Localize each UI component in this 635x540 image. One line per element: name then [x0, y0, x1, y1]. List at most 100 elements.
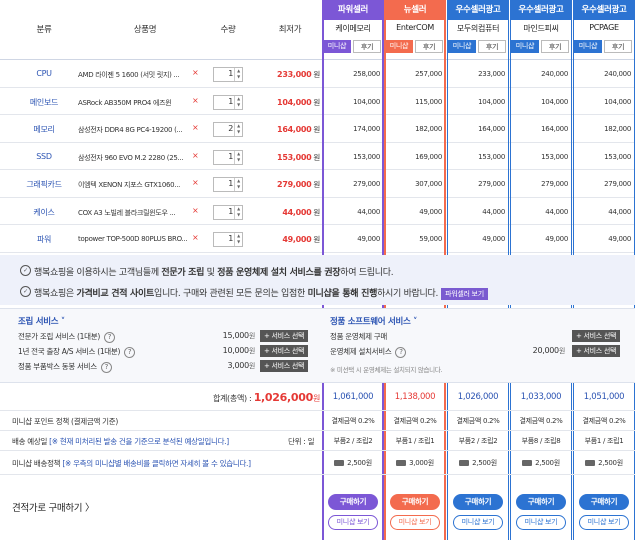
row-product-name[interactable]: topower TOP-500D 80PLUS BRO... — [78, 235, 188, 243]
stepper-arrows-icon[interactable]: ▲ ▼ — [234, 205, 242, 219]
quantity-stepper[interactable]: 1 ▲ ▼ — [213, 177, 243, 192]
vendor-name[interactable]: EnterCOM — [396, 23, 434, 32]
remove-x-icon[interactable]: × — [192, 178, 199, 187]
vendor-name[interactable]: 마인드피씨 — [523, 24, 559, 33]
vendor-price: 279,000 — [353, 180, 380, 188]
vendor-delivery: 부품2 / 조립2 — [458, 437, 498, 445]
vendor-name[interactable]: 케이메모리 — [335, 24, 371, 33]
mini-shop-view-button[interactable]: 미니샵 보기 — [516, 515, 566, 530]
quantity-stepper[interactable]: 1 ▲ ▼ — [213, 232, 243, 247]
quantity-value: 1 — [228, 96, 233, 106]
quantity-value: 1 — [228, 206, 233, 216]
quantity-stepper[interactable]: 1 ▲ ▼ — [213, 67, 243, 82]
vendor-name[interactable]: 모두의컴퓨터 — [456, 24, 500, 33]
vendor-shipping[interactable]: 2,500원 — [573, 458, 635, 468]
row-category: 그래픽카드 — [26, 180, 62, 189]
remove-x-icon[interactable]: × — [192, 95, 199, 105]
row-product-name[interactable]: AMD 라이젠 5 1600 (서밋 릿지) ... — [78, 71, 180, 79]
stepper-arrows-icon[interactable]: ▲ ▼ — [234, 233, 242, 246]
review-button[interactable]: 후기 — [478, 40, 506, 53]
stepper-arrows-icon[interactable]: ▲ ▼ — [234, 123, 242, 136]
mini-shop-button[interactable]: 미니샵 — [448, 40, 476, 53]
estimate-purchase-link[interactable]: 견적가로 구매하기 〉 — [12, 503, 95, 514]
vendor-shipping[interactable]: 2,500원 — [322, 458, 384, 468]
mini-shop-button[interactable]: 미니샵 — [574, 40, 602, 53]
vendor-price: 182,000 — [415, 125, 442, 133]
truck-icon — [459, 460, 470, 466]
vendor-tab[interactable]: 파워셀러 — [322, 0, 384, 20]
truck-icon — [522, 460, 533, 466]
row-product-name[interactable]: ASRock AB350M PRO4 에즈윈 — [78, 98, 172, 107]
delivery-label: 배송 예상일 [※ 현재 미처리된 발송 건을 기준으로 분석된 예상일입니다.… — [12, 436, 229, 447]
min-price-value: 49,000 — [282, 235, 312, 244]
vendor-shipping[interactable]: 2,500원 — [447, 458, 509, 468]
quantity-stepper[interactable]: 2 ▲ ▼ — [213, 122, 243, 137]
vendor-point: 결제금액 0.2% — [331, 417, 375, 425]
won-unit: 원 — [313, 207, 320, 217]
buy-button[interactable]: 구매하기 — [453, 494, 503, 510]
mini-shop-view-button[interactable]: 미니샵 보기 — [453, 515, 503, 530]
vendor-buttons: 미니샵 후기 — [322, 40, 384, 54]
stepper-arrows-icon[interactable]: ▲ ▼ — [234, 68, 242, 81]
mini-shop-button[interactable]: 미니샵 — [385, 40, 413, 53]
question-icon[interactable]: ? — [103, 331, 115, 343]
mini-shop-button[interactable]: 미니샵 — [323, 40, 351, 53]
service-price-value: 15,000 — [222, 331, 250, 340]
vendor-shipping[interactable]: 3,000원 — [384, 458, 446, 468]
remove-x-icon[interactable]: × — [192, 233, 199, 242]
row-product-name[interactable]: 삼성전자 DDR4 8G PC4-19200 (... — [78, 126, 183, 134]
min-price-value: 279,000 — [277, 180, 312, 189]
stepper-arrows-icon[interactable]: ▲ ▼ — [234, 95, 242, 109]
question-icon[interactable]: ? — [395, 346, 407, 358]
question-icon[interactable]: ? — [100, 361, 112, 373]
mini-shop-view-button[interactable]: 미니샵 보기 — [328, 515, 378, 530]
buy-button[interactable]: 구매하기 — [579, 494, 629, 510]
service-select-button[interactable]: + 서비스 선택 — [572, 330, 621, 342]
row-category: CPU — [36, 69, 52, 78]
service-select-button[interactable]: + 서비스 선택 — [260, 360, 309, 372]
remove-x-icon[interactable]: × — [192, 205, 199, 215]
remove-x-icon[interactable]: × — [192, 123, 199, 132]
delivery-row: 배송 예상일 [※ 현재 미처리된 발송 건을 기준으로 분석된 예상일입니다.… — [0, 431, 635, 451]
truck-icon — [585, 460, 596, 466]
remove-x-icon[interactable]: × — [192, 150, 199, 160]
service-select-button[interactable]: + 서비스 선택 — [572, 345, 621, 357]
row-category: 파워 — [36, 235, 52, 244]
row-product-name[interactable]: 이엠텍 XENON 지포스 GTX1060... — [78, 181, 181, 189]
vendor-shipping[interactable]: 2,500원 — [510, 458, 572, 468]
quantity-stepper[interactable]: 1 ▲ ▼ — [213, 149, 243, 165]
row-category: 케이스 — [33, 207, 55, 217]
row-product-name[interactable]: COX A3 노빌레 블라크릴윈도우 ... — [78, 208, 176, 217]
question-icon[interactable]: ? — [124, 346, 136, 358]
buy-button[interactable]: 구매하기 — [516, 494, 566, 510]
review-button[interactable]: 후기 — [541, 40, 569, 53]
vendor-name[interactable]: PCPAGE — [589, 23, 619, 32]
mini-shop-button[interactable]: 미니샵 — [511, 40, 539, 53]
check-circle-icon: ✓ — [20, 265, 31, 276]
quantity-stepper[interactable]: 1 ▲ ▼ — [213, 94, 243, 110]
mini-shop-view-button[interactable]: 미니샵 보기 — [390, 515, 440, 530]
buy-button[interactable]: 구매하기 — [328, 494, 378, 510]
vendor-tab[interactable]: 우수셀러광고 — [510, 0, 572, 20]
buy-button[interactable]: 구매하기 — [390, 494, 440, 510]
software-service-title[interactable]: 정품 소프트웨어 서비스 ˅ — [330, 317, 418, 327]
min-price-value: 153,000 — [277, 152, 312, 162]
quantity-value: 1 — [228, 69, 233, 78]
vendor-tab[interactable]: 뉴셀러 — [384, 0, 446, 20]
vendor-tab[interactable]: 우수셀러광고 — [573, 0, 635, 20]
vendor-point: 결제금액 0.2% — [393, 417, 437, 425]
service-select-button[interactable]: + 서비스 선택 — [260, 345, 309, 357]
review-button[interactable]: 후기 — [415, 40, 443, 53]
mini-shop-view-button[interactable]: 미니샵 보기 — [579, 515, 629, 530]
quantity-stepper[interactable]: 1 ▲ ▼ — [213, 204, 243, 220]
row-product-name[interactable]: 삼성전자 960 EVO M.2 2280 (25... — [78, 153, 184, 162]
stepper-arrows-icon[interactable]: ▲ ▼ — [234, 150, 242, 164]
remove-x-icon[interactable]: × — [192, 68, 199, 77]
stepper-arrows-icon[interactable]: ▲ ▼ — [234, 178, 242, 191]
review-button[interactable]: 후기 — [604, 40, 632, 53]
review-button[interactable]: 후기 — [353, 40, 381, 53]
assembly-service-title[interactable]: 조립 서비스 ˅ — [18, 317, 65, 327]
vendor-tab[interactable]: 우수셀러광고 — [447, 0, 509, 20]
power-seller-view-button[interactable]: 파워셀러 보기 — [441, 288, 488, 300]
service-select-button[interactable]: + 서비스 선택 — [260, 330, 309, 342]
